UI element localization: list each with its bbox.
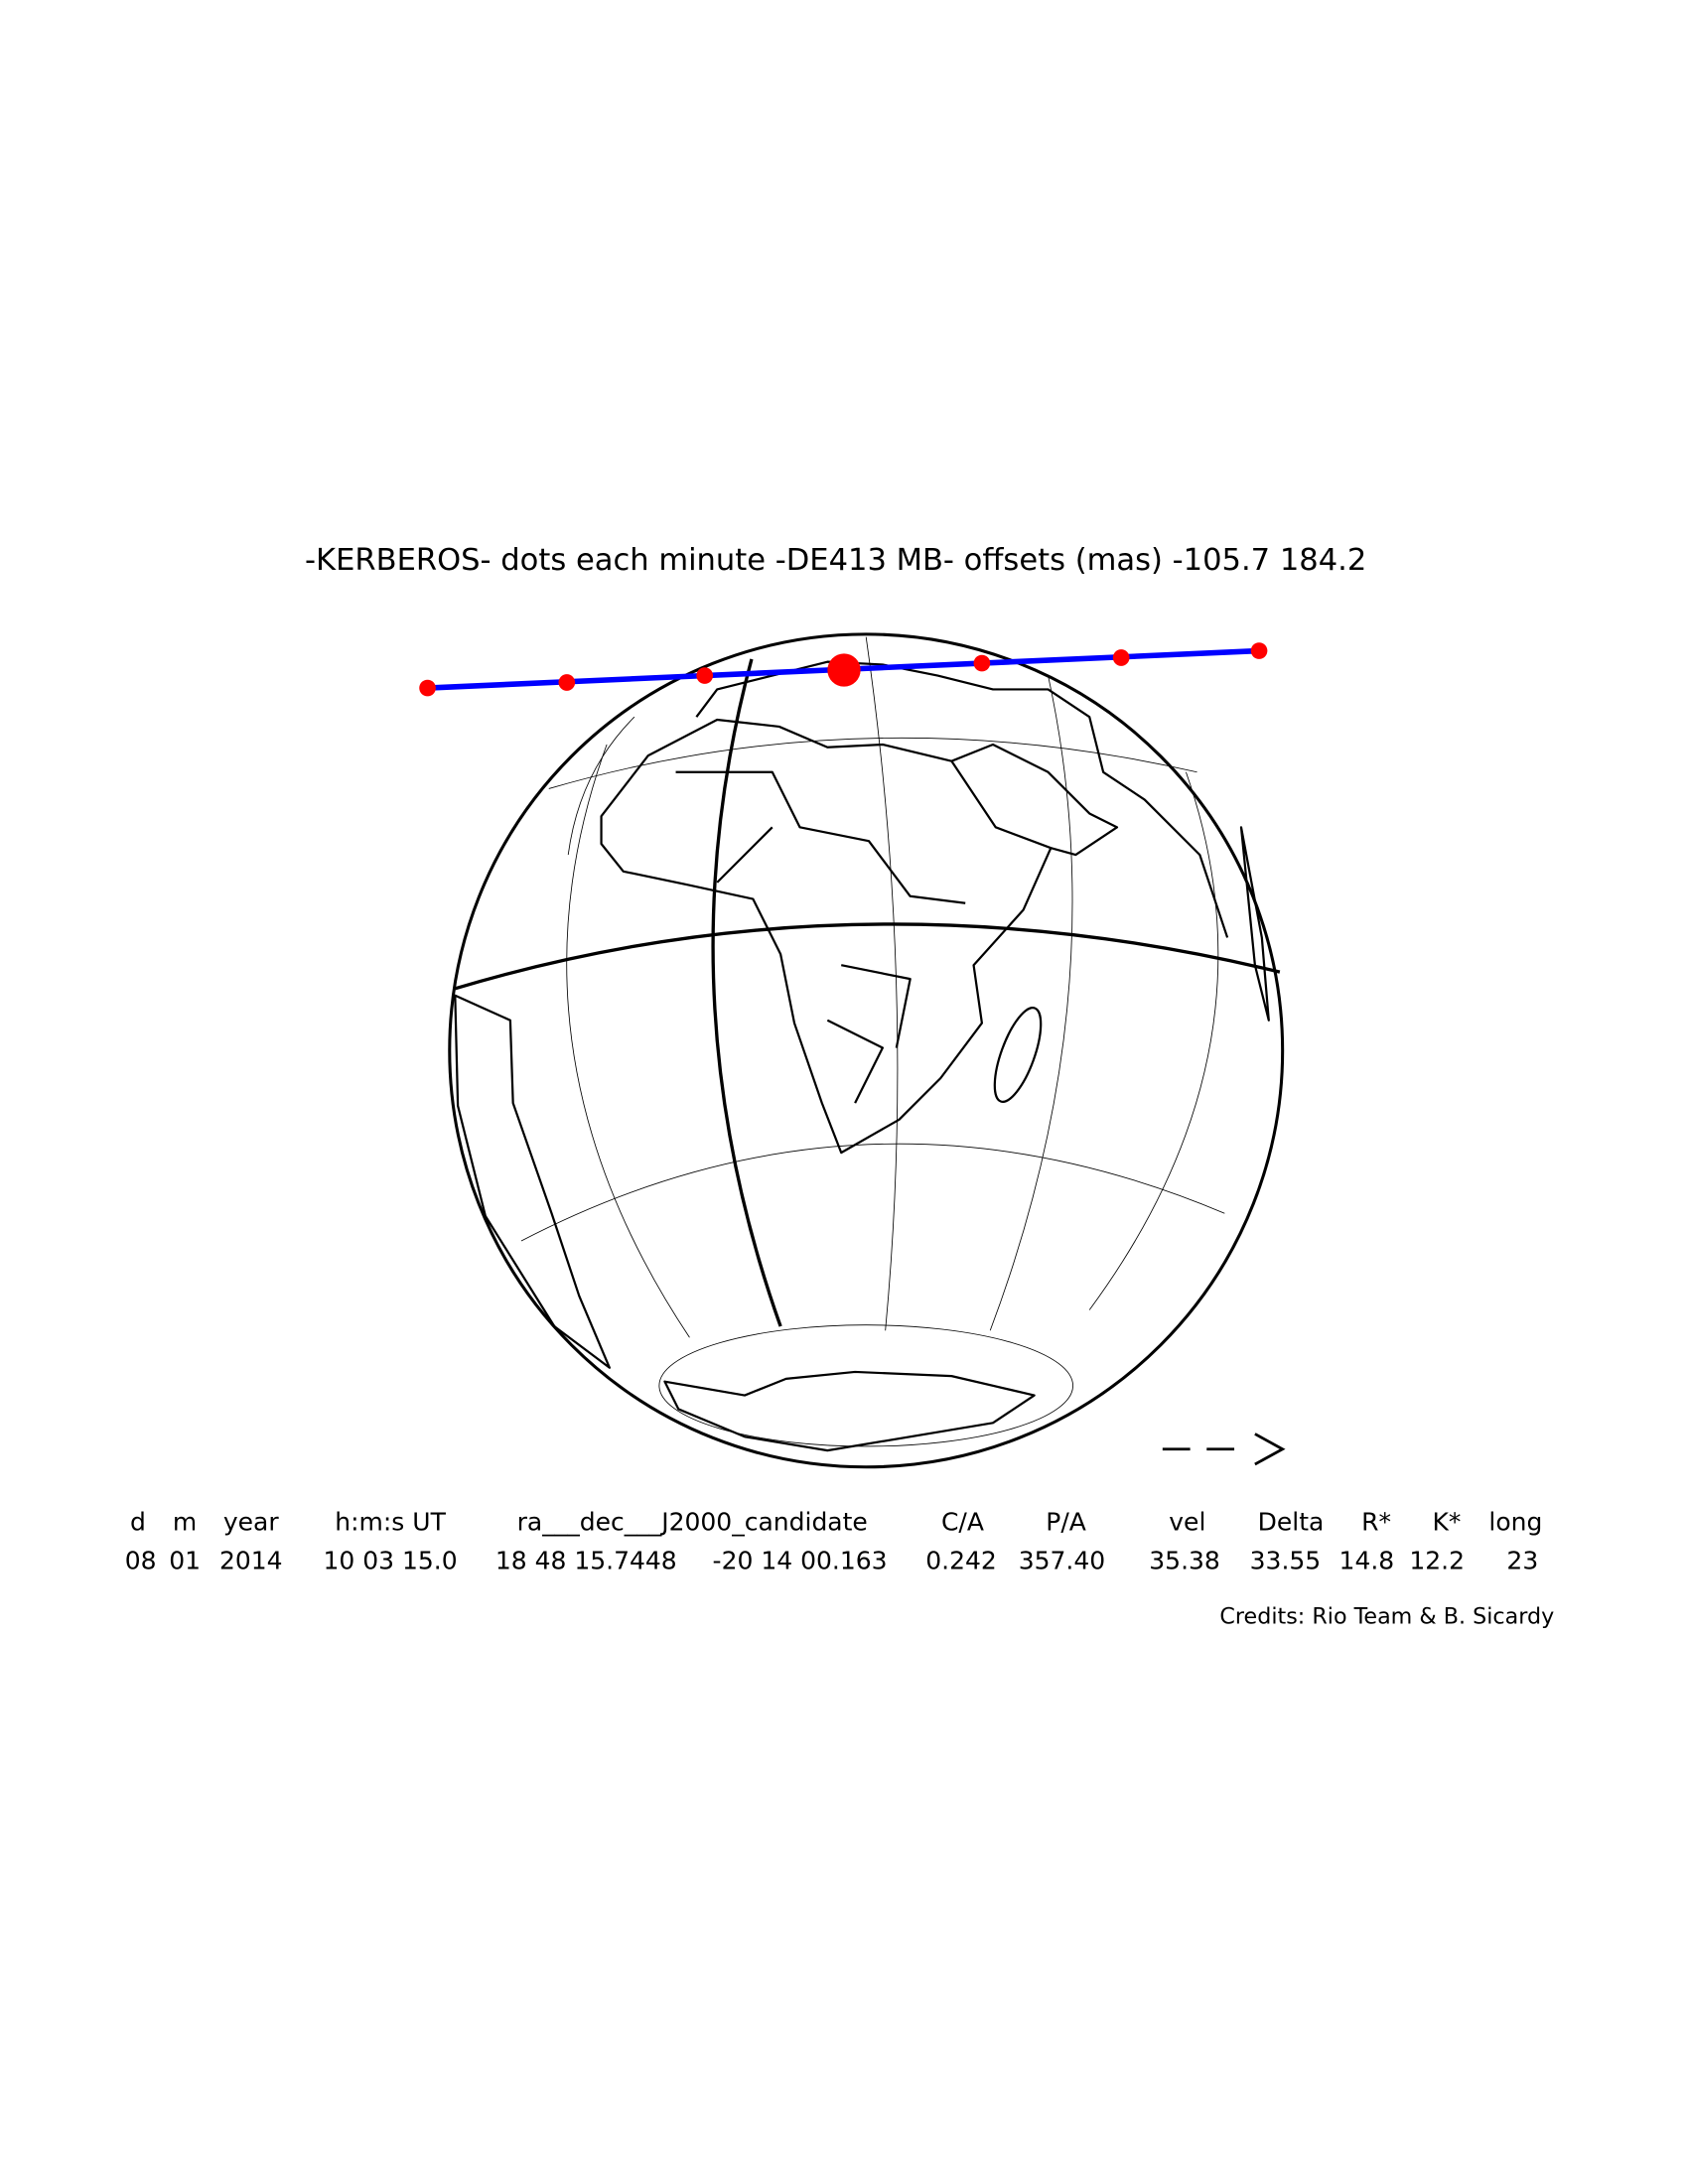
column-value: 357.40 <box>1019 1547 1105 1575</box>
column-value: 08 <box>125 1547 157 1575</box>
column-value: 2014 <box>219 1547 283 1575</box>
shadow-path <box>419 642 1268 697</box>
minute-dots <box>419 642 1268 697</box>
minute-dot <box>696 667 714 684</box>
minute-dot <box>1112 649 1130 666</box>
column-value: 35.38 <box>1149 1547 1220 1575</box>
column-header: d <box>130 1508 146 1537</box>
central-dot <box>827 653 861 687</box>
column-header: K* <box>1432 1508 1461 1537</box>
title: -KERBEROS- dots each minute -DE413 MB- o… <box>305 543 1366 578</box>
minute-dot <box>1250 642 1268 659</box>
column-header: long <box>1488 1508 1542 1537</box>
column-header: vel <box>1169 1508 1205 1537</box>
globe-outline <box>448 632 1285 1469</box>
column-value: -20 14 00.163 <box>713 1547 888 1575</box>
column-value: 18 48 15.7448 <box>495 1547 677 1575</box>
column-header: m <box>173 1508 197 1537</box>
equator <box>454 922 1281 991</box>
graticule <box>520 636 1225 1447</box>
direction-arrow <box>1162 1433 1286 1466</box>
column-value: 23 <box>1506 1547 1538 1575</box>
column-value: 14.8 <box>1339 1547 1395 1575</box>
column-header: P/A <box>1046 1508 1086 1537</box>
minute-dot <box>419 679 436 697</box>
globe <box>448 632 1285 1469</box>
column-header: C/A <box>941 1508 984 1537</box>
central-meridian <box>711 658 782 1327</box>
column-value: 01 <box>169 1547 201 1575</box>
event-table: d m year h:m:s UT ra___dec___J2000_candidate… <box>125 1508 1543 1575</box>
column-value: 10 03 15.0 <box>323 1547 457 1575</box>
column-header: year <box>223 1508 279 1537</box>
column-value: 33.55 <box>1250 1547 1322 1575</box>
column-header: h:m:s UT <box>335 1508 446 1537</box>
coastlines <box>454 660 1270 1452</box>
column-value: 0.242 <box>925 1547 997 1575</box>
column-header: ra___dec___J2000_candidate <box>517 1508 868 1537</box>
credits: Credits: Rio Team & B. Sicardy <box>1219 1604 1554 1630</box>
column-header: R* <box>1361 1508 1391 1537</box>
minute-dot <box>558 674 576 691</box>
column-value: 12.2 <box>1409 1547 1465 1575</box>
column-header: Delta <box>1258 1508 1325 1537</box>
minute-dot <box>973 654 991 672</box>
